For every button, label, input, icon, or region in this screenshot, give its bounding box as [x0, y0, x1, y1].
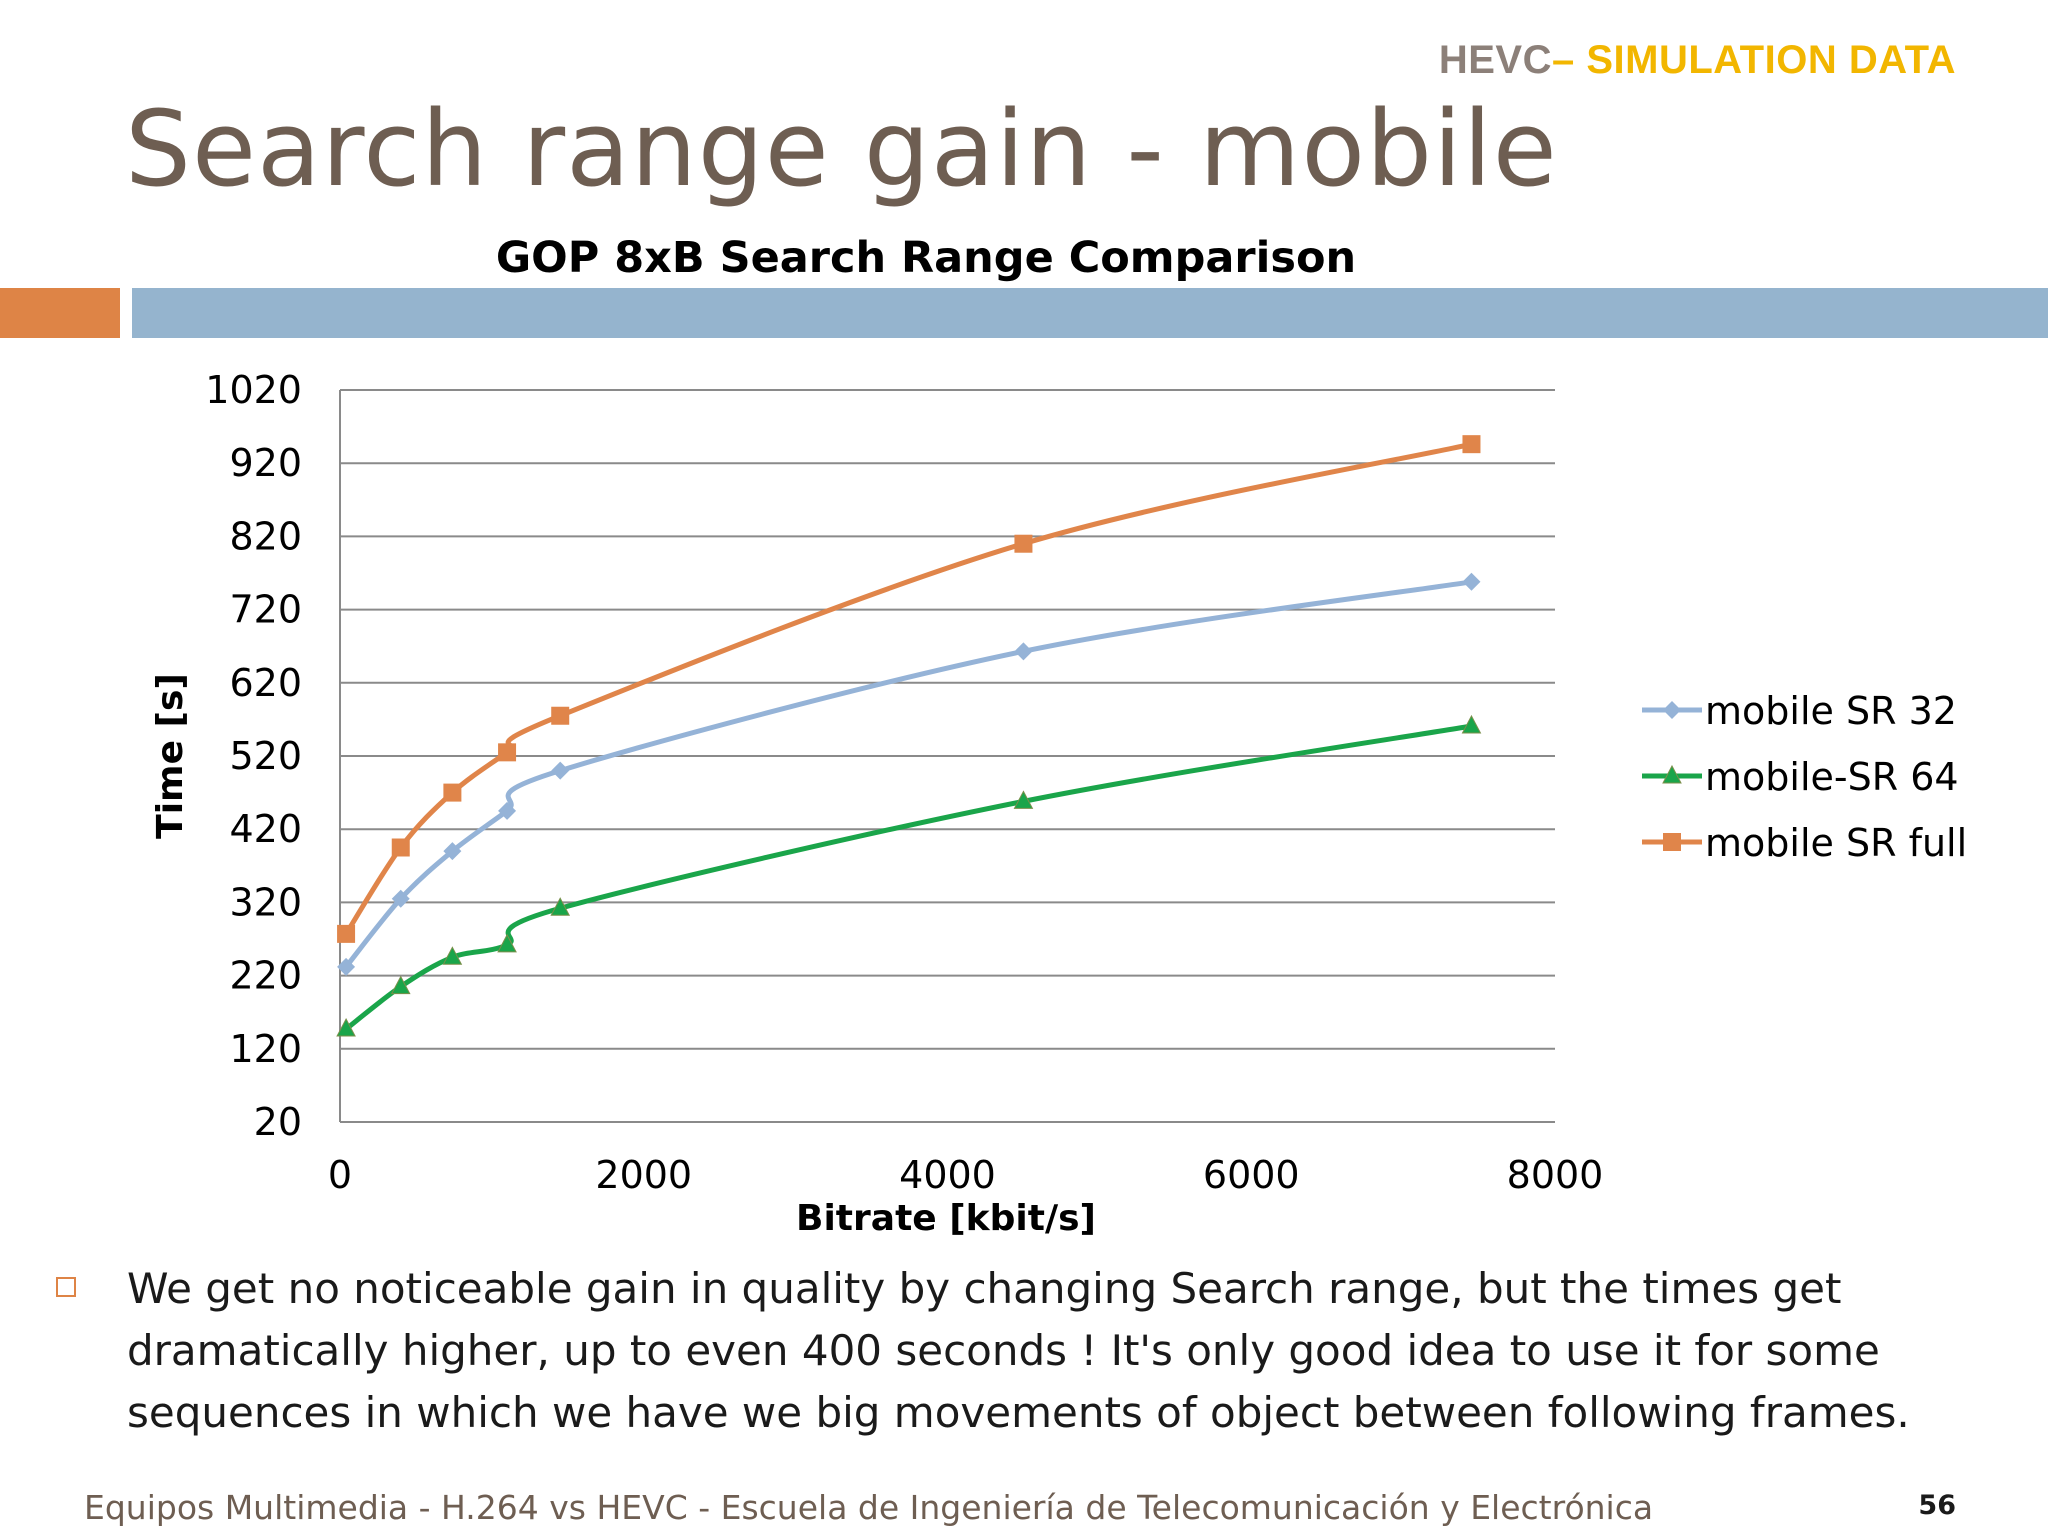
y-tick-label: 620	[229, 661, 302, 705]
data-point	[1013, 790, 1034, 809]
x-tick-label: 6000	[1203, 1153, 1300, 1197]
data-point	[497, 933, 517, 953]
legend-item: mobile SR 32	[1642, 689, 1957, 733]
legend-item: mobile-SR 64	[1642, 755, 1959, 799]
y-tick-label: 1020	[205, 368, 302, 412]
y-axis-label: Time [s]	[150, 673, 191, 839]
y-tick-label: 720	[229, 588, 302, 632]
y-tick-label: 120	[229, 1027, 302, 1071]
data-point	[1461, 714, 1482, 734]
legend-marker	[1663, 833, 1681, 851]
data-point	[443, 783, 462, 802]
data-point	[1462, 435, 1481, 454]
data-point	[336, 1017, 356, 1037]
x-axis-label: Bitrate [kbit/s]	[796, 1198, 1096, 1239]
series-line	[343, 441, 1474, 937]
section-tag-suffix: – SIMULATION DATA	[1551, 38, 1956, 82]
chart-legend: mobile SR 32 mobile-SR 64 mobile SR full	[1642, 689, 1967, 865]
x-tick-label: 2000	[595, 1153, 692, 1197]
series-layer	[336, 435, 1482, 1037]
y-tick-label: 420	[229, 807, 302, 851]
data-point	[498, 801, 517, 820]
legend-marker	[1663, 701, 1681, 719]
legend-item: mobile SR full	[1642, 821, 1967, 865]
data-point	[551, 761, 570, 780]
series-1	[337, 572, 1481, 976]
data-point	[1014, 534, 1033, 553]
y-tick-label: 220	[229, 954, 302, 998]
data-point	[1014, 642, 1033, 661]
y-tick-labels: 20 120 220 320 420 520 620 720 820 920 1020	[205, 368, 302, 1144]
chart-title: GOP 8xB Search Range Comparison	[496, 233, 1356, 283]
legend-label: mobile SR 32	[1705, 689, 1957, 733]
data-point	[390, 975, 411, 995]
series-2	[336, 714, 1482, 1037]
series-line	[343, 723, 1474, 1032]
bullet-text: We get no noticeable gain in quality by …	[127, 1264, 1910, 1437]
y-tick-label: 320	[229, 880, 302, 924]
y-tick-label: 520	[229, 734, 302, 778]
data-point	[443, 842, 462, 861]
x-tick-labels: 0 2000 4000 6000 8000	[328, 1153, 1603, 1197]
legend-marker	[1662, 764, 1682, 784]
gridlines	[340, 389, 1555, 1050]
y-tick-label: 20	[254, 1100, 302, 1144]
legend-label: mobile SR full	[1705, 821, 1967, 865]
data-point	[391, 838, 410, 857]
footer-text: Equipos Multimedia - H.264 vs HEVC - Esc…	[84, 1488, 1654, 1527]
y-tick-label: 820	[229, 514, 302, 558]
chart-axes	[339, 390, 1555, 1123]
slide-title: Search range gain - mobile	[125, 88, 1558, 210]
data-point	[498, 743, 517, 762]
series-line	[343, 579, 1474, 970]
x-tick-label: 4000	[899, 1153, 996, 1197]
line-chart: GOP 8xB Search Range Comparison 20 120 220…	[150, 233, 1967, 1239]
data-point	[391, 889, 410, 908]
x-tick-label: 0	[328, 1153, 352, 1197]
y-tick-label: 920	[229, 441, 302, 485]
legend-label: mobile-SR 64	[1705, 755, 1959, 799]
data-point	[337, 924, 356, 943]
x-tick-label: 8000	[1507, 1153, 1604, 1197]
data-point	[337, 957, 356, 976]
data-point	[1462, 572, 1481, 591]
series-3	[337, 435, 1481, 943]
data-point	[551, 706, 570, 725]
accent-bar-orange	[0, 288, 120, 338]
accent-bar-blue	[132, 288, 2048, 338]
page-number: 56	[1918, 1490, 1956, 1521]
section-tag: HEVC– SIMULATION DATA	[1439, 38, 1956, 83]
data-point	[550, 897, 571, 916]
section-tag-prefix: HEVC	[1438, 38, 1552, 82]
data-point	[442, 946, 463, 965]
bullet-marker	[56, 1277, 76, 1297]
